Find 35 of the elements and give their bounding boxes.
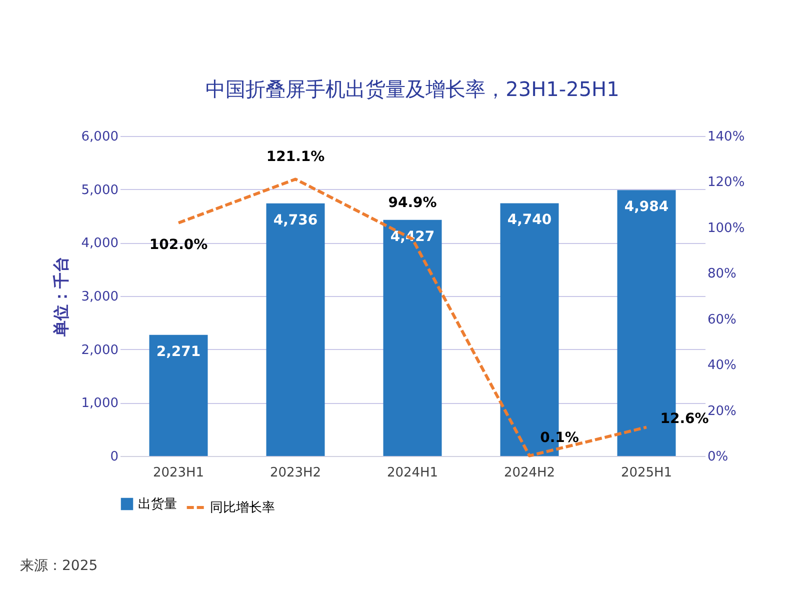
y-tick-label: 3,000: [81, 290, 118, 304]
source-note: 来源：2025: [20, 558, 98, 574]
y2-tick-label: 120%: [708, 175, 745, 190]
y2-tick-label: 20%: [708, 404, 736, 419]
y2-tick-label: 60%: [708, 312, 736, 328]
y-tick-label: 1,000: [81, 396, 118, 412]
y-tick-label: 0: [110, 450, 118, 464]
y2-tick-label: 140%: [708, 130, 745, 144]
bar: [149, 334, 208, 456]
data-label: 102.0%: [149, 236, 208, 253]
y-tick-label: 5,000: [81, 182, 118, 198]
y2-tick-label: 80%: [708, 266, 736, 282]
legend-label: 同比增长率: [210, 500, 275, 516]
y2-tick-label: 100%: [708, 220, 745, 236]
chart-title: 中国折叠屏手机出货量及增长率，23H1-25H1: [206, 77, 620, 101]
bar: [266, 203, 325, 456]
data-label: 4,984: [624, 199, 669, 216]
x-tick-label: 2023H2: [270, 466, 322, 480]
y2-tick-label: 40%: [708, 358, 736, 374]
y2-tick-label: 0%: [708, 450, 728, 464]
data-label: 94.9%: [388, 195, 437, 212]
x-tick-label: 2025H1: [620, 466, 672, 480]
data-label: 4,736: [273, 212, 318, 228]
y-tick-label: 2,000: [81, 342, 118, 358]
data-label: 2,271: [156, 344, 201, 360]
x-tick-label: 2024H1: [386, 466, 438, 480]
y-axis-title: 单位：千台: [51, 256, 70, 338]
legend-label: 出货量: [138, 497, 177, 512]
x-tick-label: 2024H2: [504, 466, 556, 480]
y-tick-label: 4,000: [81, 236, 118, 252]
data-label: 121.1%: [266, 149, 325, 166]
y-tick-label: 6,000: [81, 130, 118, 144]
data-label: 4,740: [507, 212, 552, 228]
bar: [383, 220, 442, 456]
x-tick-label: 2023H1: [152, 466, 204, 480]
